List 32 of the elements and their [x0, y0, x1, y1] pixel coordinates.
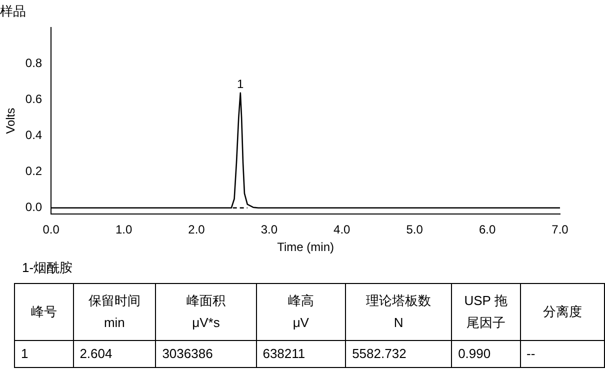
text: 峰号 [14, 284, 74, 340]
y-tick-label: 0.8 [25, 56, 42, 70]
text: 理论塔板数 N [346, 284, 452, 340]
text: 峰高 μV [256, 284, 346, 340]
text: 1 [14, 340, 74, 368]
text: 3036386 [156, 340, 256, 368]
text: 0.990 [452, 340, 520, 368]
x-tick-label: 0.0 [42, 222, 60, 237]
chart-title: 样品 [0, 3, 26, 18]
text: 1-烟酰胺 [22, 259, 74, 277]
x-tick-label: 6.0 [478, 222, 496, 237]
x-tick-label: 3.0 [260, 222, 278, 237]
text: 638211 [256, 340, 346, 368]
text: USP 拖尾因子 [452, 284, 520, 340]
y-axis-title: Volts [4, 108, 18, 134]
x-tick-label: 7.0 [552, 222, 569, 237]
x-tick-label: 5.0 [406, 222, 424, 237]
x-tick-label: 2.0 [188, 222, 206, 237]
y-tick-label: 0.2 [25, 164, 42, 178]
text: -- [520, 340, 604, 368]
text: 2.604 [73, 340, 156, 368]
text: 保留时间 min [73, 284, 156, 340]
x-tick-label: 4.0 [334, 222, 351, 237]
annotation: 1 [237, 77, 244, 92]
y-tick-label: 0.0 [25, 200, 42, 214]
x-tick-label: 1.0 [115, 222, 132, 237]
y-tick-label: 0.4 [25, 128, 42, 142]
text: 峰面积 μV*s [156, 284, 256, 340]
text: 分离度 [520, 284, 604, 340]
x-axis-title: Time (min) [277, 240, 334, 254]
text: 5582.732 [346, 340, 452, 368]
y-tick-label: 0.6 [25, 92, 42, 106]
